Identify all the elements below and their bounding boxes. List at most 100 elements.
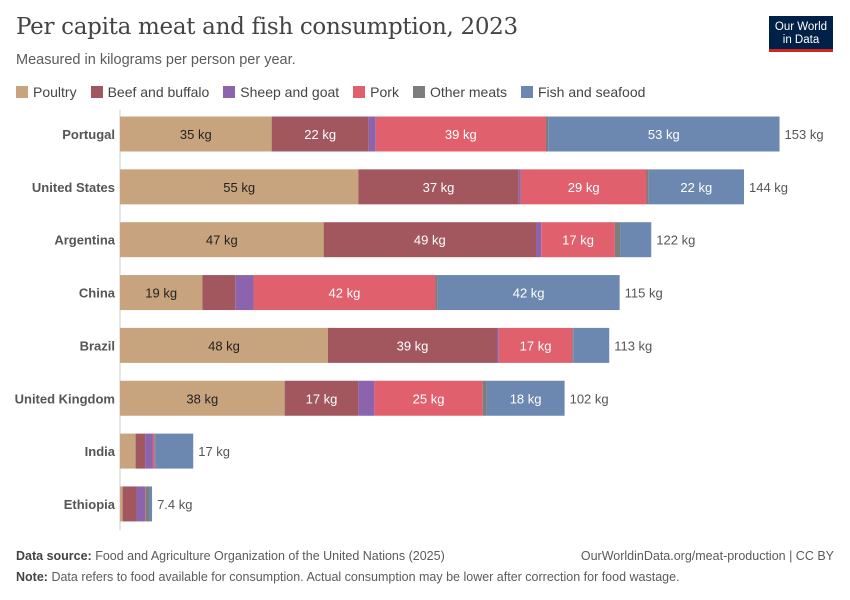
bar-segment	[358, 169, 519, 205]
bar-segment	[202, 275, 236, 311]
bar-segment	[375, 116, 546, 152]
bar-segment	[572, 327, 574, 363]
bar-segment	[536, 222, 542, 258]
bar-segment	[120, 486, 123, 522]
bar-segment	[145, 486, 150, 522]
legend-label: Poultry	[33, 84, 77, 100]
legend-swatch	[412, 86, 425, 98]
bar-segment	[120, 275, 203, 311]
legend-swatch	[90, 86, 103, 98]
segment-label: 38 kg	[186, 391, 218, 406]
bar-segment	[573, 327, 610, 363]
total-label: 7.4 kg	[157, 497, 192, 512]
total-label: 122 kg	[656, 233, 695, 248]
total-label: 113 kg	[614, 338, 652, 353]
legend-swatch	[223, 86, 236, 98]
segment-label: 42 kg	[513, 286, 545, 301]
legend-item[interactable]: Sheep and goat	[223, 84, 339, 100]
legend-item[interactable]: Beef and buffalo	[90, 84, 210, 100]
source-text: Food and Agriculture Organization of the…	[95, 549, 445, 563]
category-label: Brazil	[80, 338, 115, 353]
bar-segment	[271, 116, 369, 152]
bar-segment	[135, 433, 146, 469]
segment-label: 47 kg	[206, 233, 238, 248]
segment-label: 53 kg	[648, 127, 680, 142]
total-label: 115 kg	[625, 286, 663, 301]
total-label: 102 kg	[570, 391, 609, 406]
total-label: 17 kg	[198, 444, 230, 459]
data-source: Data source: Food and Agriculture Organi…	[16, 549, 445, 563]
bar-segment	[548, 116, 780, 152]
bar-segment	[437, 275, 620, 311]
bar-segment	[149, 486, 153, 522]
category-label: Ethiopia	[64, 497, 116, 512]
legend-item[interactable]: Pork	[353, 84, 399, 100]
bar-segment	[358, 380, 375, 416]
bar-segment	[368, 116, 376, 152]
category-label: Argentina	[54, 233, 115, 248]
bar-segment	[136, 486, 146, 522]
source-url[interactable]: OurWorldinData.org/meat-production | CC …	[580, 549, 834, 563]
category-label: China	[79, 286, 116, 301]
bar-segment	[518, 169, 521, 205]
bar-segment	[498, 327, 573, 363]
total-label: 153 kg	[785, 127, 824, 142]
note: Note: Data refers to food available for …	[16, 570, 680, 584]
bar-segment	[152, 433, 155, 469]
segment-label: 37 kg	[423, 180, 455, 195]
segment-label: 29 kg	[568, 180, 600, 195]
legend-item[interactable]: Poultry	[16, 84, 77, 100]
bar-segment	[497, 327, 499, 363]
source-label: Data source:	[16, 549, 92, 563]
chart-title: Per capita meat and fish consumption, 20…	[16, 14, 518, 40]
bar-segment	[374, 380, 483, 416]
bar-segment	[435, 275, 438, 311]
owid-logo[interactable]: Our World in Data	[769, 16, 833, 52]
bar-segment	[323, 222, 536, 258]
legend-swatch	[353, 86, 366, 98]
segment-label: 42 kg	[329, 286, 361, 301]
legend-label: Beef and buffalo	[107, 84, 210, 100]
segment-label: 22 kg	[680, 180, 712, 195]
bar-segment	[235, 275, 254, 311]
bar-segment	[486, 380, 565, 416]
segment-label: 17 kg	[562, 233, 594, 248]
bar-segment	[328, 327, 497, 363]
legend-label: Other meats	[429, 84, 507, 100]
note-text: Data refers to food available for consum…	[51, 570, 680, 584]
legend-item[interactable]: Fish and seafood	[521, 84, 645, 100]
chart-subtitle: Measured in kilograms per person per yea…	[16, 52, 296, 68]
segment-label: 39 kg	[397, 338, 429, 353]
segment-label: 39 kg	[445, 127, 477, 142]
segment-label: 49 kg	[414, 233, 446, 248]
legend: Poultry Beef and buffalo Sheep and goat Por…	[16, 84, 645, 100]
legend-swatch	[16, 86, 28, 98]
category-label: India	[85, 444, 116, 459]
bar-segment	[253, 275, 436, 311]
segment-label: 35 kg	[180, 127, 212, 142]
segment-label: 17 kg	[520, 338, 552, 353]
bar-segment	[155, 433, 194, 469]
category-label: United Kingdom	[15, 391, 115, 406]
bar-segment	[545, 116, 549, 152]
bar-segment	[541, 222, 615, 258]
bar-segment	[120, 222, 324, 258]
bar-segment	[284, 380, 359, 416]
total-label: 144 kg	[749, 180, 788, 195]
segment-label: 18 kg	[510, 391, 542, 406]
bar-segment	[120, 433, 136, 469]
bar-segment	[648, 169, 744, 205]
legend-item[interactable]: Other meats	[412, 84, 507, 100]
segment-label: 55 kg	[223, 180, 255, 195]
segment-label: 25 kg	[413, 391, 445, 406]
bar-segment	[120, 169, 359, 205]
bar-segment	[520, 169, 647, 205]
legend-label: Fish and seafood	[538, 84, 646, 100]
bar-segment	[614, 222, 621, 258]
legend-label: Pork	[370, 84, 399, 100]
bar-segment	[120, 327, 328, 363]
segment-label: 48 kg	[208, 338, 240, 353]
segment-label: 17 kg	[306, 391, 338, 406]
category-label: Portugal	[62, 127, 115, 142]
